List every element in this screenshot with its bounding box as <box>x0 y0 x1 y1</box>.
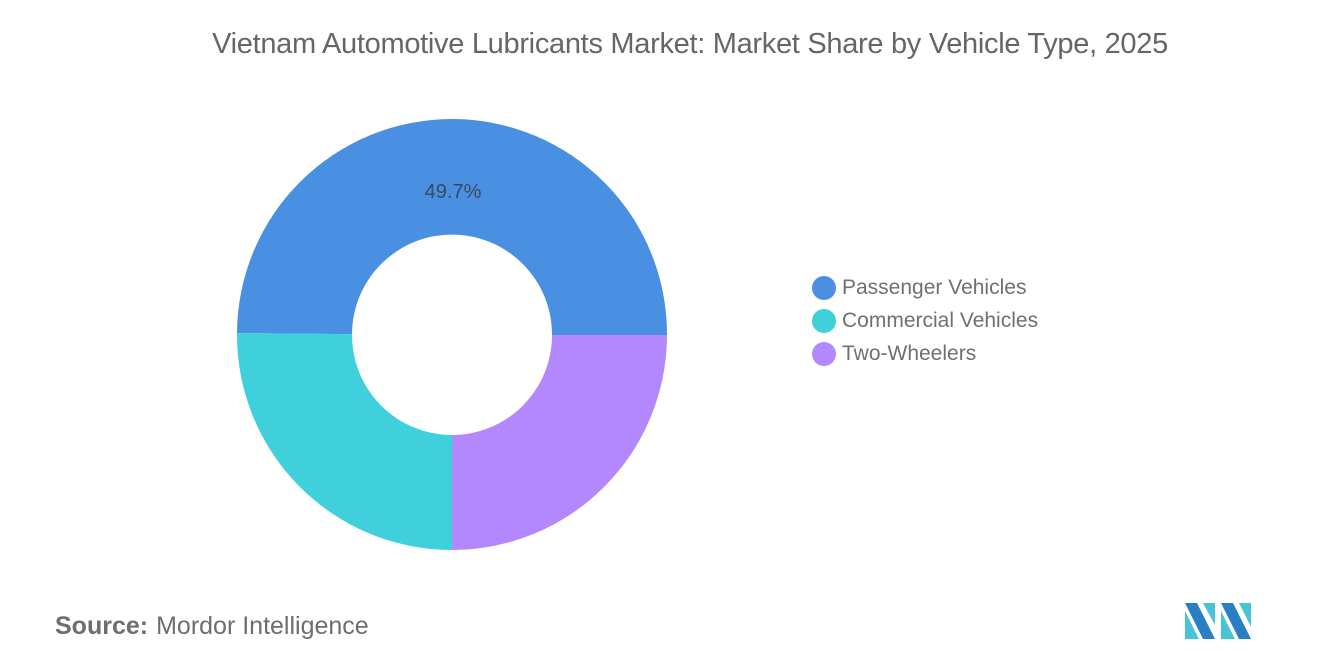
legend-label: Passenger Vehicles <box>842 275 1027 299</box>
legend-swatch-icon <box>812 308 836 333</box>
legend-item-two-wheelers[interactable]: Two-Wheelers <box>812 337 1038 370</box>
source-key: Source: <box>55 612 149 640</box>
mordor-intelligence-logo-icon <box>1185 603 1251 639</box>
chart-title: Vietnam Automotive Lubricants Market: Ma… <box>212 28 1168 60</box>
legend-swatch-icon <box>812 275 836 300</box>
legend: Passenger Vehicles Commercial Vehicles T… <box>812 271 1038 370</box>
data-label-passenger: 49.7% <box>425 181 482 203</box>
legend-item-commercial-vehicles[interactable]: Commercial Vehicles <box>812 304 1038 337</box>
slice-two-wheelers[interactable] <box>452 335 667 550</box>
source-line: Source: Mordor Intelligence <box>55 612 369 641</box>
legend-label: Two-Wheelers <box>842 341 977 365</box>
legend-label: Commercial Vehicles <box>842 308 1039 332</box>
slice-passenger-vehicles[interactable] <box>237 119 668 335</box>
legend-swatch-icon <box>812 341 836 366</box>
legend-item-passenger-vehicles[interactable]: Passenger Vehicles <box>812 271 1038 304</box>
slice-commercial-vehicles[interactable] <box>236 333 452 550</box>
source-value: Mordor Intelligence <box>156 612 369 640</box>
